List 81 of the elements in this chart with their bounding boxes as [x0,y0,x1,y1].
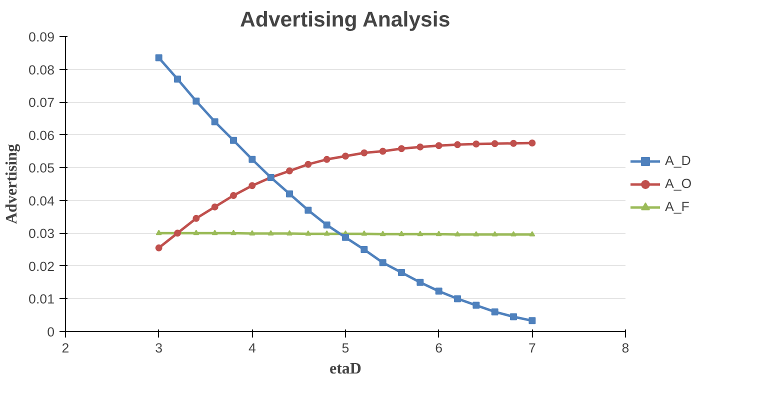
point [379,259,386,266]
point [342,234,349,241]
point [212,230,218,236]
point [155,244,162,252]
legend-label: A_F [665,199,690,214]
chart-title: Advertising Analysis [240,8,450,32]
y-tick-label: 0.05 [28,160,55,176]
point [324,230,330,236]
x-tick-label: 2 [62,340,70,356]
point [491,308,498,316]
y-tick-label: 0.06 [28,128,55,143]
x-tick-label: 5 [342,340,350,356]
point [249,230,256,236]
point [304,160,312,168]
point [529,231,536,236]
point [510,140,517,147]
point [435,288,442,295]
point [156,230,162,236]
point [342,152,349,160]
point [230,192,237,199]
point [528,140,536,147]
point [435,142,442,150]
y-axis-title: Advertising [4,144,21,224]
y-tick-label: 0.03 [28,226,55,242]
y-tick-label: 0.07 [28,95,55,110]
point [528,317,536,324]
point [472,140,480,148]
y-tick-label: 0.08 [28,62,55,78]
point [174,76,181,83]
y-tick-label: 0.04 [28,193,56,208]
point [492,231,498,236]
y-tick-label: 0 [47,324,55,340]
x-tick-label: 6 [435,340,443,356]
point [398,230,404,236]
x-axis-title: etaD [330,360,362,378]
point [360,149,368,156]
point [211,203,218,210]
point [454,295,461,302]
point [416,278,424,286]
x-tick-label: 7 [528,340,536,356]
point [286,190,293,198]
x-tick-label: 8 [622,340,630,356]
point [398,145,405,152]
point [473,231,480,236]
point [361,230,368,236]
point [193,230,200,236]
y-tick-label: 0.02 [28,258,55,274]
x-tick-label: 4 [248,340,256,356]
legend-label: A_O [665,176,692,191]
point [360,246,368,254]
point [472,302,480,309]
point [211,118,218,126]
point [286,230,292,236]
point [416,143,424,150]
point [305,230,312,236]
point [454,141,461,148]
point [436,230,442,236]
point [230,230,236,236]
point [192,214,200,222]
point [454,231,460,236]
point [379,148,386,155]
y-tick-label: 0.09 [28,30,55,44]
point [398,269,405,276]
legend-label: A_D [665,153,691,168]
point [304,206,312,214]
point [248,182,256,190]
point [248,156,256,163]
point [491,140,498,148]
point [230,136,237,144]
point [155,54,162,62]
x-tick-label: 3 [155,340,163,356]
point [323,156,330,163]
point [380,230,386,236]
point [510,231,516,236]
y-tick-label: 0.01 [28,292,55,307]
point [192,98,200,105]
point [286,167,293,174]
point [268,230,274,236]
point [323,221,330,228]
point [510,313,517,320]
point [417,230,424,236]
